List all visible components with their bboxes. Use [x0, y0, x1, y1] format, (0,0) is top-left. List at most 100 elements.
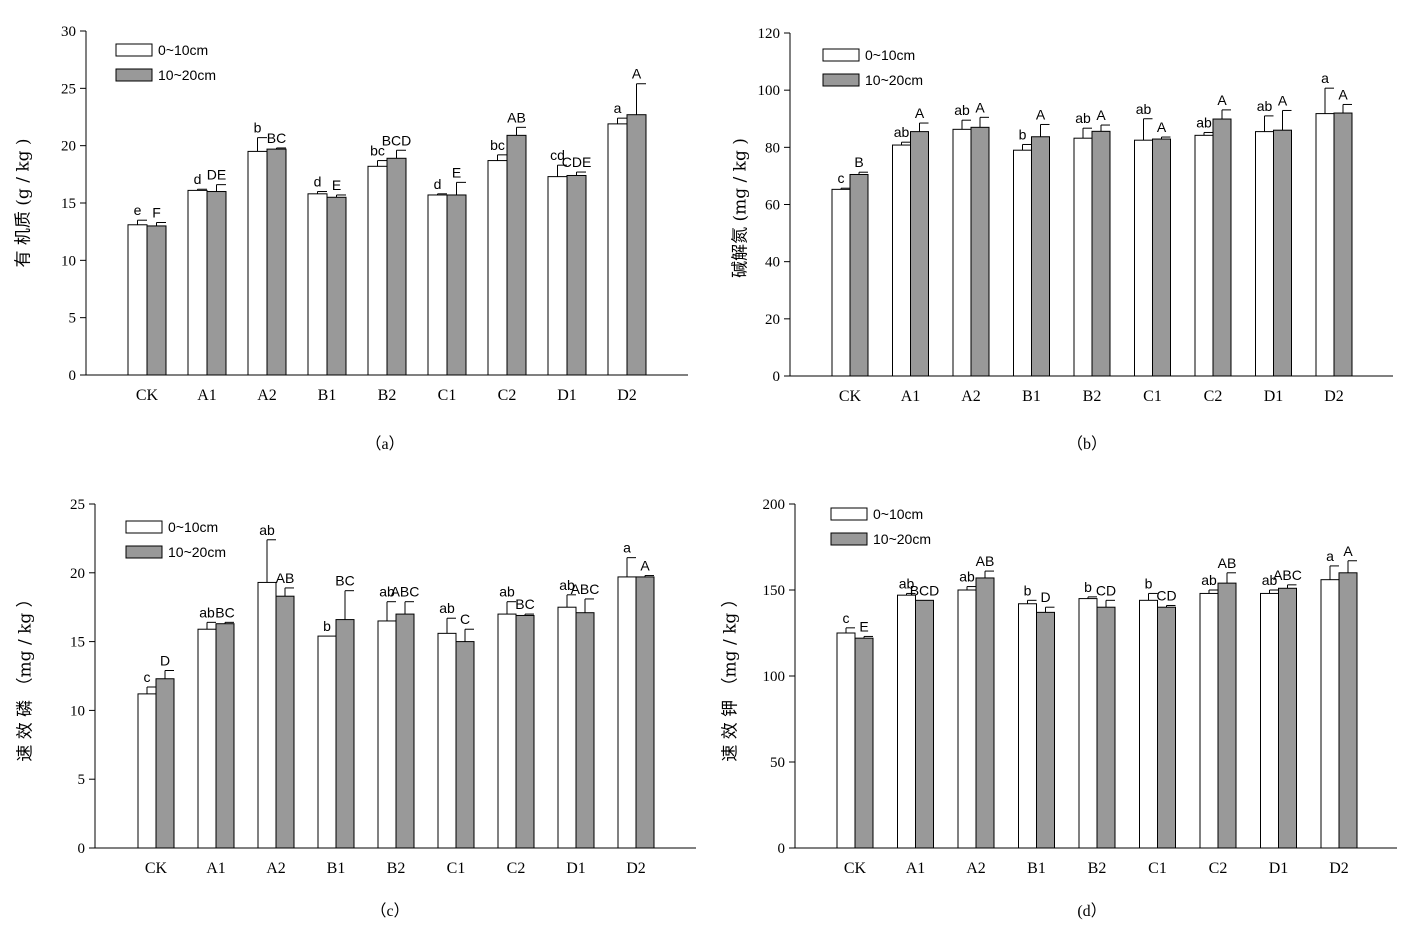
x-tick-label: CK — [136, 387, 159, 404]
y-tick-label: 15 — [70, 635, 85, 651]
legend-label: 10~20cm — [168, 544, 226, 560]
bar — [206, 191, 227, 376]
bar — [326, 196, 347, 376]
significance-label: ab — [954, 102, 970, 118]
bar — [215, 623, 235, 849]
bar — [849, 173, 869, 377]
y-tick-label: 15 — [61, 196, 76, 212]
bar — [915, 599, 934, 849]
x-tick-label: D2 — [1329, 860, 1349, 877]
significance-label: b — [1024, 582, 1032, 598]
bar — [1134, 139, 1153, 377]
x-tick-label: A1 — [906, 860, 926, 877]
significance-label: A — [1217, 92, 1227, 108]
panel-caption: (d） — [1077, 902, 1106, 920]
y-tick-label: 40 — [765, 255, 780, 271]
significance-label: A — [915, 105, 925, 121]
bar — [487, 160, 508, 376]
bar — [975, 577, 995, 849]
x-tick-label: C1 — [1143, 388, 1162, 405]
bar — [575, 612, 595, 849]
y-axis-label: 速 效 磷 （mg / kg ） — [16, 590, 36, 761]
x-tick-label: C1 — [438, 387, 457, 404]
significance-label: A — [1338, 86, 1348, 102]
y-axis-label: 有 机质 (g / kg ) — [14, 138, 34, 267]
bar — [1031, 136, 1050, 377]
significance-label: A — [1096, 107, 1106, 123]
x-tick-label: CK — [839, 388, 862, 405]
bar — [247, 150, 268, 376]
significance-label: b — [254, 120, 262, 136]
significance-label: CD — [1096, 582, 1116, 598]
significance-label: C — [460, 611, 470, 627]
bar — [1333, 112, 1353, 377]
legend-label: 10~20cm — [873, 531, 931, 547]
bar — [427, 194, 448, 376]
significance-label: ab — [1262, 572, 1278, 588]
bar — [187, 189, 208, 376]
bar — [367, 165, 388, 376]
legend-swatch — [822, 48, 860, 62]
significance-label: D — [1040, 589, 1050, 605]
significance-label: E — [332, 177, 341, 193]
bar — [127, 224, 148, 376]
y-tick-label: 10 — [61, 253, 76, 269]
bar — [1157, 606, 1176, 849]
chart-panel-b: 0 20 40 60 80 100 120 CK A1 A2 B1 B2 C1 C2 D1 D2 c ab ab b a… — [731, 26, 1393, 453]
bar — [1255, 131, 1274, 377]
chart-panel-a: 0 5 10 15 20 25 30 CK A1 A2 B1 B2 C1 C2 D1 D2 e d b d bc d bc c… — [14, 24, 688, 453]
bar — [897, 594, 916, 849]
bar — [1078, 598, 1098, 849]
significance-label: ab — [439, 600, 455, 616]
significance-label: A — [640, 558, 650, 574]
legend-swatch — [822, 73, 860, 87]
bar — [1212, 118, 1232, 377]
bar — [970, 126, 990, 377]
bar — [1152, 138, 1171, 377]
bar — [607, 123, 628, 376]
bar — [952, 128, 972, 377]
significance-label: CDE — [562, 154, 592, 170]
significance-label: c — [144, 669, 151, 685]
chart-panel-d: 0 50 100 150 200 CK A1 A2 B1 B2 C1 C2 D1 D2 c ab ab b b b ab… — [721, 497, 1397, 920]
significance-label: A — [1157, 119, 1167, 135]
y-tick-label: 0 — [78, 841, 86, 857]
x-tick-label: A1 — [206, 860, 226, 877]
x-tick-label: D2 — [626, 860, 646, 877]
legend-swatch — [125, 545, 163, 559]
significance-label: A — [632, 66, 642, 82]
legend-swatch — [115, 43, 153, 57]
bar — [1217, 582, 1237, 849]
legend-label: 10~20cm — [865, 72, 923, 88]
bar — [1315, 113, 1335, 377]
bar — [557, 606, 577, 849]
y-tick-label: 5 — [69, 311, 77, 327]
x-tick-label: C1 — [1148, 860, 1167, 877]
bar — [1260, 592, 1279, 849]
significance-label: ab — [379, 584, 395, 600]
legend-label: 0~10cm — [158, 42, 208, 58]
y-axis-label: 碱解氮 (mg / kg ) — [731, 138, 751, 278]
significance-label: A — [975, 99, 985, 115]
significance-label: ABC — [1273, 567, 1302, 583]
bar — [617, 576, 637, 849]
x-tick-label: D1 — [566, 860, 586, 877]
bar — [1320, 579, 1340, 849]
bar — [1278, 587, 1297, 849]
bar — [635, 576, 655, 849]
x-tick-label: B2 — [1083, 388, 1102, 405]
bar — [910, 131, 929, 377]
bar — [455, 641, 475, 849]
y-tick-label: 60 — [765, 198, 780, 214]
bar — [257, 581, 277, 849]
significance-label: BCD — [910, 582, 940, 598]
bar — [1096, 606, 1116, 849]
bar — [395, 613, 415, 849]
bar — [266, 148, 287, 376]
x-tick-label: B1 — [1027, 860, 1046, 877]
legend-label: 0~10cm — [873, 506, 923, 522]
legend-label: 0~10cm — [168, 519, 218, 535]
x-tick-label: B2 — [1088, 860, 1107, 877]
y-tick-label: 80 — [765, 140, 780, 156]
